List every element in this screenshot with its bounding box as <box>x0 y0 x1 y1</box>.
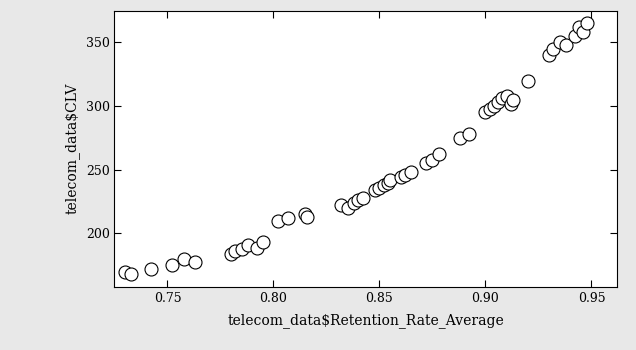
Point <box>230 248 240 254</box>
Point <box>508 97 518 103</box>
Point <box>455 135 465 141</box>
Point <box>574 24 584 30</box>
Point <box>385 177 395 183</box>
Point <box>485 106 495 111</box>
Point <box>434 152 444 157</box>
Point <box>357 195 368 201</box>
Point <box>555 40 565 45</box>
Point <box>427 157 438 162</box>
Point <box>146 266 156 272</box>
Point <box>378 182 389 188</box>
Y-axis label: telecom_data$CLV: telecom_data$CLV <box>65 83 80 215</box>
Point <box>548 46 558 51</box>
Point <box>406 169 417 175</box>
Point <box>283 215 293 221</box>
Point <box>506 101 516 106</box>
Point <box>190 259 200 264</box>
Point <box>258 240 268 245</box>
Point <box>243 242 253 248</box>
Point <box>493 99 503 105</box>
Point <box>569 33 579 39</box>
Point <box>353 197 363 203</box>
Point <box>578 29 588 35</box>
Point <box>237 246 247 252</box>
Point <box>464 131 474 137</box>
Point <box>421 161 431 166</box>
Point <box>523 78 533 83</box>
Point <box>273 218 283 224</box>
Point <box>370 187 380 193</box>
Point <box>300 211 310 217</box>
Point <box>226 251 236 257</box>
Point <box>343 205 353 211</box>
Point <box>480 110 490 115</box>
Point <box>127 272 137 277</box>
Point <box>167 262 177 268</box>
Point <box>302 214 312 220</box>
Point <box>489 103 499 109</box>
Point <box>375 185 385 190</box>
Point <box>383 180 393 185</box>
Point <box>561 42 571 48</box>
Point <box>396 175 406 180</box>
Point <box>120 269 130 274</box>
Point <box>502 93 512 99</box>
X-axis label: telecom_data$Retention_Rate_Average: telecom_data$Retention_Rate_Average <box>227 313 504 328</box>
Point <box>400 172 410 178</box>
Point <box>582 20 592 26</box>
Point <box>497 96 508 101</box>
Point <box>544 52 554 58</box>
Point <box>349 200 359 206</box>
Point <box>336 203 347 208</box>
Point <box>251 245 261 250</box>
Point <box>179 256 190 262</box>
